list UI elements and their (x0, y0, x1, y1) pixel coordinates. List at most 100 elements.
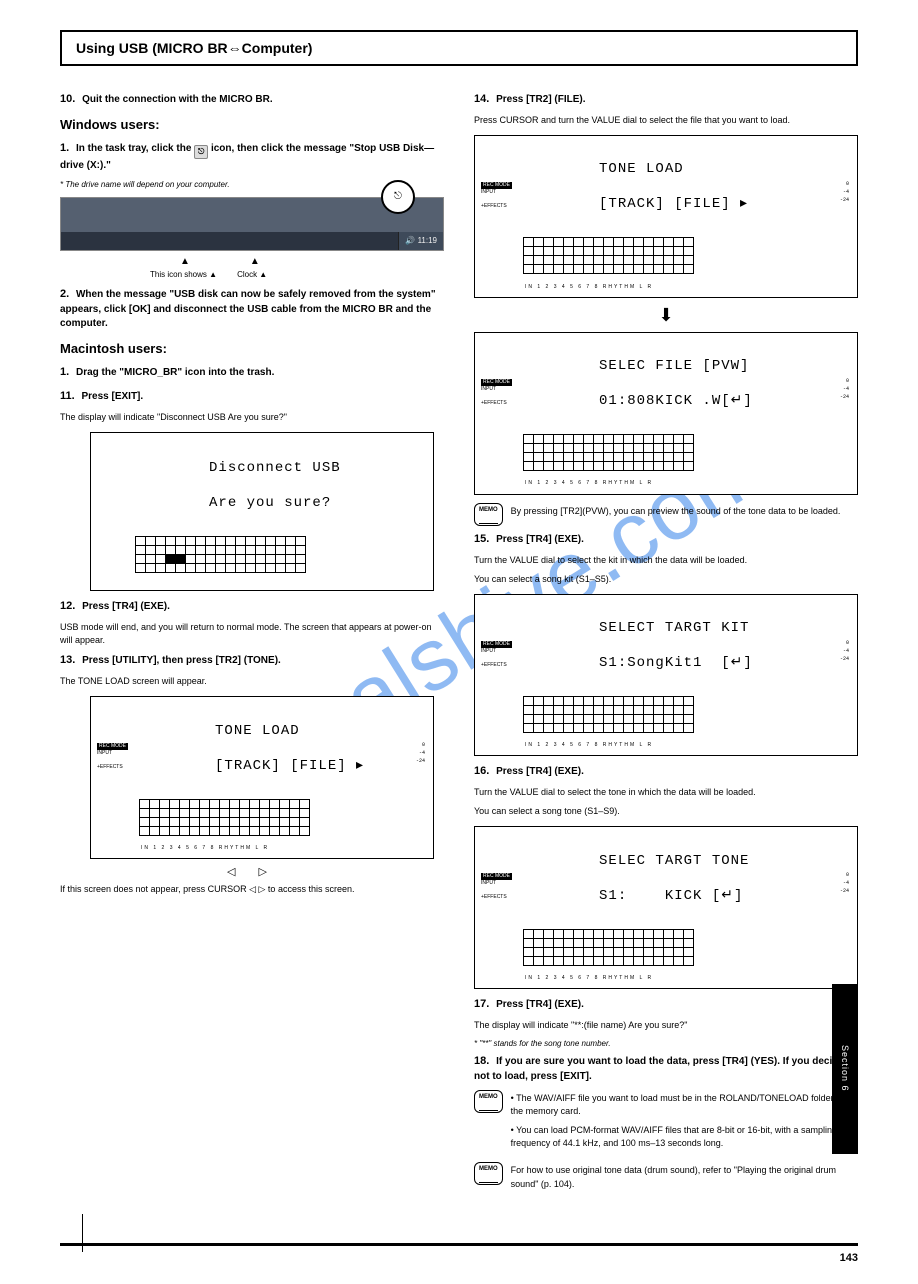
win-sub-1a: In the task tray, click the (76, 143, 194, 154)
memo-icon: MEMO (474, 503, 503, 526)
system-tray: 🔊 11:19 (398, 232, 443, 250)
step-12: Press [TR4] (EXE). (82, 601, 170, 612)
lcdB-l1: SELEC FILE [PVW] (599, 358, 749, 374)
lcdB-l2: 01:808KICK .W[↵] (599, 393, 753, 409)
lcdD-axis: IN 1 2 3 4 5 6 7 8 RHYTHM L R (525, 975, 849, 982)
recmode-label-a: REC MODE (481, 182, 512, 189)
lcdC-l1: SELECT TARGT KIT (599, 620, 749, 636)
memo-icon-3: MEMO (474, 1162, 503, 1185)
left-column: 10. Quit the connection with the MICRO B… (60, 88, 444, 1203)
scale-0: 0 (422, 742, 425, 748)
tray-clock: 11:19 (418, 236, 437, 245)
step-15-sub-b: You can select a song kit (S1–S5). (474, 573, 858, 586)
lcd-tl-grid (139, 799, 310, 836)
effects-label-b: +EFFECTS (481, 400, 507, 406)
lcdD-l1: SELEC TARGT TONE (599, 853, 749, 869)
step-11: Press [EXIT]. (81, 391, 143, 402)
lcdC-grid (523, 696, 694, 733)
step-11-sub: The display will indicate "Disconnect US… (60, 411, 444, 424)
input-label-b: INPUT (481, 386, 496, 392)
step-18: If you are sure you want to load the dat… (474, 1056, 844, 1082)
memo-2a: • The WAV/AIFF file you want to load mus… (511, 1092, 858, 1118)
lcd-disc-grid (135, 536, 306, 573)
step-14-sub: Press CURSOR and turn the VALUE dial to … (474, 114, 858, 127)
lcd-disc-l2: Are you sure? (209, 495, 331, 511)
scale-2: -24 (416, 758, 425, 764)
lcd-tl-l1: TONE LOAD (215, 723, 300, 739)
lcdD-l2: S1: KICK [↵] (599, 888, 743, 904)
recmode-label-c: REC MODE (481, 641, 512, 648)
step-14-num: 14. (474, 92, 489, 108)
callout-arrow-1: ▲ (180, 255, 190, 270)
step-17: Press [TR4] (EXE). (496, 999, 584, 1010)
step-13-sub: The TONE LOAD screen will appear. (60, 675, 444, 688)
lcdA-l1: TONE LOAD (599, 161, 684, 177)
lcd-tl-axis: IN 1 2 3 4 5 6 7 8 RHYTHM L R (141, 845, 425, 852)
lcd-select-file: SELEC FILE [PVW] 01:808KICK .W[↵] REC MO… (474, 332, 858, 495)
step-16-num: 16. (474, 764, 489, 780)
lcdC-l2: S1:SongKit1 [↵] (599, 655, 753, 671)
cursor-arrows: ◁ ▷ (60, 865, 444, 881)
down-arrow-icon: ⬇ (474, 302, 858, 328)
step-13: Press [UTILITY], then press [TR2] (TONE)… (82, 655, 281, 666)
callout-label-2: Clock ▲ (237, 269, 267, 281)
callout-label-1: This icon shows ▲ (150, 269, 217, 281)
page-title-box: Using USB (MICRO BR⇔Computer) (60, 30, 858, 66)
step-15: Press [TR4] (EXE). (496, 534, 584, 545)
mac-sub-1-num: 1. (60, 365, 69, 381)
win-sub-1-num: 1. (60, 141, 69, 157)
lcd-disconnect: Disconnect USB Are you sure? (90, 432, 434, 592)
effects-label: +EFFECTS (97, 764, 123, 770)
callout-arrow-2: ▲ (250, 255, 260, 270)
mac-sub-1: Drag the "MICRO_BR" icon into the trash. (76, 367, 274, 378)
effects-label-d: +EFFECTS (481, 894, 507, 900)
step-17-note: * "**" stands for the song tone number. (474, 1038, 858, 1050)
step-17-sub: The display will indicate "**:(file name… (474, 1019, 858, 1032)
effects-label-c: +EFFECTS (481, 662, 507, 668)
lcdA-axis: IN 1 2 3 4 5 6 7 8 RHYTHM L R (525, 284, 849, 291)
lcdB-axis: IN 1 2 3 4 5 6 7 8 RHYTHM L R (525, 480, 849, 487)
input-label: INPUT (97, 750, 112, 756)
step-12-sub: USB mode will end, and you will return t… (60, 621, 444, 647)
page-title: Using USB (MICRO BR⇔Computer) (76, 40, 842, 56)
taskbar-screenshot: ⎋ 🔊 11:19 (60, 197, 444, 251)
lcd-target-kit: SELECT TARGT KIT S1:SongKit1 [↵] REC MOD… (474, 594, 858, 757)
step-16-sub-a: Turn the VALUE dial to select the tone i… (474, 786, 858, 799)
step-12-num: 12. (60, 599, 75, 615)
step-16-sub-b: You can select a song tone (S1–S9). (474, 805, 858, 818)
lcdC-axis: IN 1 2 3 4 5 6 7 8 RHYTHM L R (525, 742, 849, 749)
memo-icon-2: MEMO (474, 1090, 503, 1113)
section-tab: Section 6 (832, 984, 858, 1154)
step-15-num: 15. (474, 532, 489, 548)
step-17-num: 17. (474, 997, 489, 1013)
step-15-sub-a: Turn the VALUE dial to select the kit in… (474, 554, 858, 567)
page-footer: 143 (60, 1243, 858, 1264)
step-10-num: 10. (60, 92, 75, 108)
step-13-num: 13. (60, 653, 75, 669)
cursor-note: If this screen does not appear, press CU… (60, 883, 444, 896)
lcd-disc-l1: Disconnect USB (209, 460, 341, 476)
input-label-c: INPUT (481, 648, 496, 654)
lcd-target-tone: SELEC TARGT TONE S1: KICK [↵] REC MODE I… (474, 826, 858, 989)
win-sub-2-num: 2. (60, 287, 69, 303)
right-column: 14. Press [TR2] (FILE). Press CURSOR and… (474, 88, 858, 1203)
page-number: 143 (840, 1252, 858, 1264)
recmode-label: REC MODE (97, 743, 128, 750)
lcd-toneload-right: TONE LOAD [TRACK] [FILE] REC MODE INPUT … (474, 135, 858, 298)
step-16: Press [TR4] (EXE). (496, 766, 584, 777)
lcdB-grid (523, 434, 694, 471)
lcdA-grid (523, 237, 694, 274)
lcd-toneload-left: TONE LOAD [TRACK] [FILE] REC MODE INPUT … (90, 696, 434, 859)
memo-3: For how to use original tone data (drum … (511, 1164, 858, 1190)
safely-remove-icon: ⎋ (194, 145, 208, 159)
lcdD-grid (523, 929, 694, 966)
windows-heading: Windows users: (60, 116, 444, 135)
step-10: Quit the connection with the MICRO BR. (82, 94, 273, 105)
tray-icon-callout: ⎋ (381, 180, 415, 214)
scale-1: -4 (419, 750, 425, 756)
step-14: Press [TR2] (FILE). (496, 94, 585, 105)
lcdA-l2: [TRACK] [FILE] (599, 196, 740, 212)
lcd-tl-l2: [TRACK] [FILE] (215, 758, 356, 774)
input-label-a: INPUT (481, 189, 496, 195)
mac-heading: Macintosh users: (60, 340, 444, 359)
